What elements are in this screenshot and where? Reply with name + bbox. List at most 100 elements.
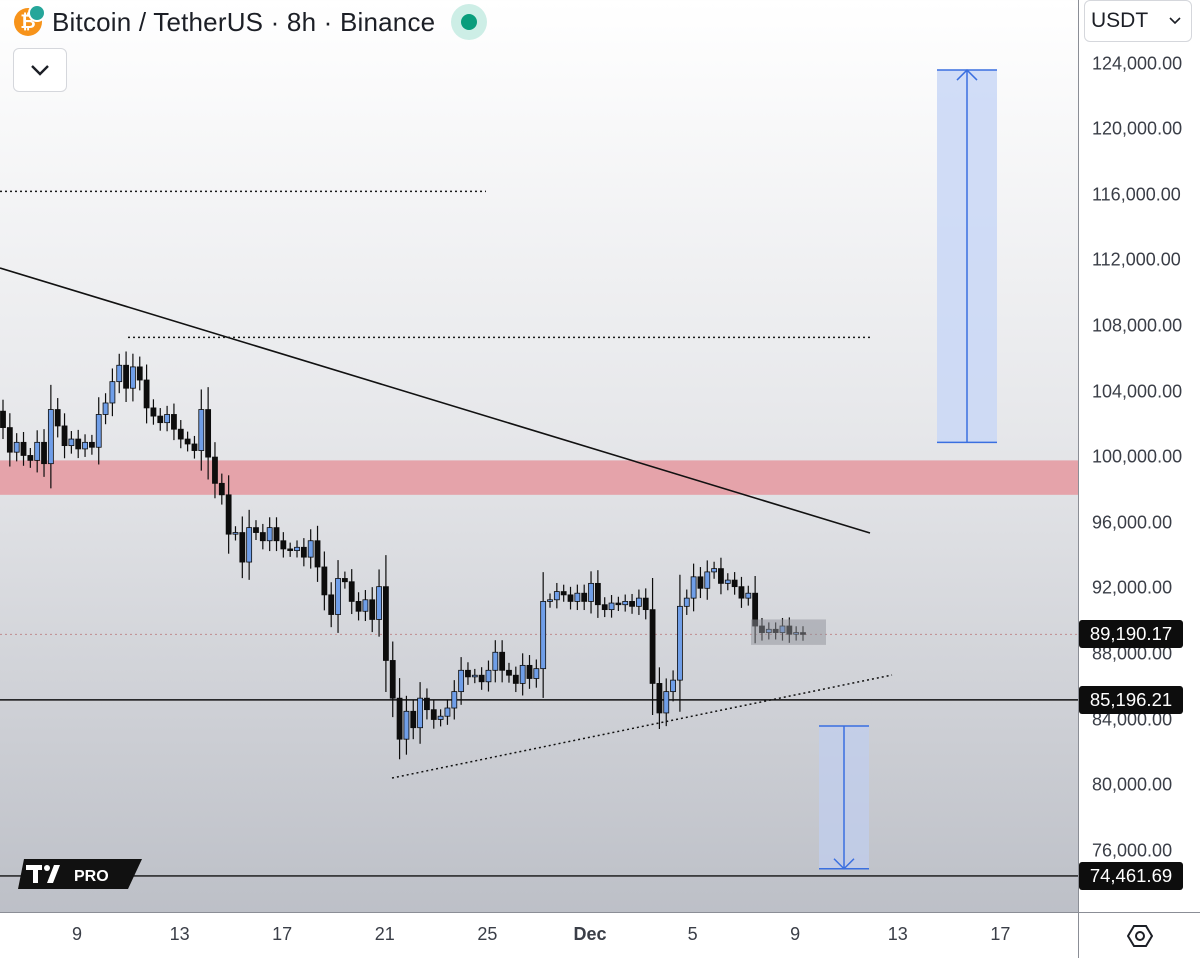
candle-body[interactable] (594, 582, 601, 606)
candle-body[interactable] (512, 674, 519, 684)
candle-body[interactable] (547, 599, 553, 602)
candle-body[interactable] (574, 592, 581, 602)
candle-body[interactable] (403, 710, 410, 740)
candle-body[interactable] (444, 707, 451, 717)
descending-trendline[interactable] (0, 267, 871, 534)
candle-body[interactable] (273, 527, 280, 542)
candle-body[interactable] (567, 594, 574, 602)
candle-body[interactable] (492, 651, 499, 671)
candle-body[interactable] (300, 546, 307, 558)
candle-body[interactable] (560, 591, 567, 596)
candle-body[interactable] (724, 579, 731, 584)
candle-body[interactable] (683, 597, 690, 607)
candle-body[interactable] (608, 602, 615, 611)
ascending-trendline-dotted[interactable] (391, 674, 893, 779)
candle-body[interactable] (369, 599, 376, 620)
symbol-header[interactable]: ₿ Bitcoin / TetherUS · 8h · Binance (14, 4, 488, 40)
candle-body[interactable] (171, 414, 177, 430)
candle-body[interactable] (465, 669, 471, 678)
chart-settings-button[interactable] (1078, 912, 1200, 958)
candle-body[interactable] (20, 441, 27, 456)
candle-body[interactable] (143, 379, 150, 409)
candle-body[interactable] (321, 566, 328, 596)
candle-body[interactable] (588, 582, 594, 602)
candle-body[interactable] (499, 651, 506, 671)
candle-body[interactable] (396, 697, 403, 740)
candle-body[interactable] (731, 579, 738, 588)
candle-body[interactable] (348, 581, 355, 602)
candle-body[interactable] (642, 597, 649, 611)
candle-body[interactable] (13, 441, 20, 453)
candle-body[interactable] (711, 568, 718, 573)
candle-body[interactable] (410, 710, 417, 729)
candle-body[interactable] (581, 592, 588, 602)
candle-body[interactable] (697, 576, 704, 589)
candle-body[interactable] (437, 715, 444, 720)
candle-body[interactable] (88, 441, 95, 448)
candle-body[interactable] (232, 532, 239, 535)
candle-body[interactable] (123, 364, 129, 389)
candle-body[interactable] (601, 604, 608, 611)
candle-body[interactable] (690, 576, 697, 599)
short-projection[interactable] (819, 725, 869, 870)
candle-body[interactable] (95, 414, 102, 448)
candle-body[interactable] (355, 601, 362, 612)
candle-body[interactable] (745, 592, 752, 599)
candle-body[interactable] (430, 709, 437, 720)
candle-body[interactable] (82, 441, 88, 450)
candle-body[interactable] (253, 527, 259, 533)
candle-body[interactable] (622, 601, 629, 606)
candle-body[interactable] (294, 546, 300, 551)
candle-body[interactable] (738, 586, 745, 599)
candle-body[interactable] (266, 527, 273, 542)
candle-body[interactable] (150, 407, 157, 417)
resistance-zone[interactable] (0, 460, 1078, 495)
candle-body[interactable] (424, 697, 430, 711)
candle-body[interactable] (68, 438, 75, 447)
candle-body[interactable] (75, 438, 82, 450)
price-axis[interactable] (1078, 0, 1200, 912)
candle-body[interactable] (389, 660, 396, 699)
candle-body[interactable] (109, 381, 116, 404)
candle-body[interactable] (519, 664, 526, 684)
candle-body[interactable] (451, 691, 458, 709)
candle-body[interactable] (54, 409, 61, 427)
candle-body[interactable] (478, 674, 485, 683)
candle-body[interactable] (417, 697, 423, 729)
price-chart[interactable] (0, 0, 1078, 912)
time-axis[interactable] (0, 912, 1078, 958)
candle-body[interactable] (314, 540, 321, 568)
candle-body[interactable] (0, 410, 6, 428)
candle-body[interactable] (670, 679, 676, 693)
candle-body[interactable] (164, 414, 171, 424)
candle-body[interactable] (34, 441, 41, 461)
candle-body[interactable] (212, 456, 218, 484)
candle-body[interactable] (27, 455, 34, 461)
candle-body[interactable] (629, 601, 635, 607)
candle-body[interactable] (341, 578, 348, 583)
candle-body[interactable] (362, 599, 369, 612)
candle-body[interactable] (718, 568, 724, 584)
candle-body[interactable] (677, 605, 683, 681)
candle-body[interactable] (540, 601, 547, 670)
candle-body[interactable] (526, 664, 533, 679)
candle-body[interactable] (635, 597, 642, 607)
candle-body[interactable] (41, 441, 47, 465)
candle-body[interactable] (184, 438, 191, 445)
candle-body[interactable] (218, 482, 225, 496)
candle-body[interactable] (280, 540, 287, 550)
candle-body[interactable] (458, 669, 465, 693)
candle-body[interactable] (335, 578, 341, 615)
candle-body[interactable] (287, 548, 294, 551)
candle-body[interactable] (506, 669, 512, 676)
candle-body[interactable] (615, 602, 622, 606)
candle-body[interactable] (102, 402, 109, 415)
candle-body[interactable] (649, 609, 656, 684)
currency-select[interactable]: USDT (1084, 0, 1192, 42)
candle-body[interactable] (704, 571, 711, 589)
candle-body[interactable] (116, 364, 123, 383)
candle-body[interactable] (376, 586, 382, 620)
candle-body[interactable] (663, 691, 670, 714)
candle-body[interactable] (533, 668, 540, 679)
candle-body[interactable] (6, 427, 13, 453)
